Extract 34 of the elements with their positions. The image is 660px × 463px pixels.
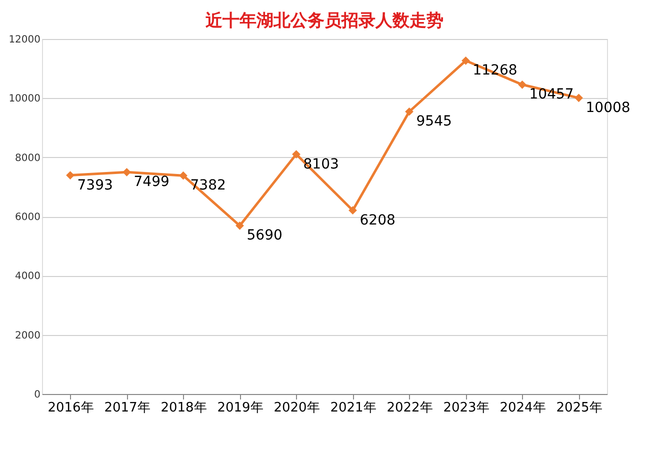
point [292, 150, 300, 158]
data-label: 5690 [246, 228, 282, 244]
y-tick-label: 2000 [15, 330, 40, 342]
y-tick-label: 6000 [15, 212, 40, 223]
point [122, 168, 131, 176]
data-label: 7393 [77, 177, 113, 194]
point [66, 171, 74, 180]
x-tick-label: 2025年 [556, 400, 602, 416]
x-tick-label: 2024年 [500, 400, 546, 416]
x-tick-label: 2021年 [330, 400, 376, 416]
point [518, 80, 526, 89]
y-tick-label: 4000 [15, 271, 40, 282]
x-tick-label: 2019年 [217, 400, 264, 416]
x-tick-label: 2017年 [104, 400, 150, 416]
x-tick-label: 2018年 [160, 400, 207, 416]
x-tick-label: 2023年 [443, 400, 490, 416]
data-label: 7499 [134, 174, 170, 190]
chart-title: 近十年湖北公务员招录人数走势 [204, 11, 444, 31]
y-tick-label: 8000 [15, 152, 40, 164]
point [179, 171, 188, 180]
point [236, 221, 244, 230]
point [574, 94, 583, 102]
x-tick-label: 2016年 [48, 400, 94, 416]
data-label: 6208 [360, 212, 396, 228]
x-tick-label: 2020年 [274, 400, 320, 416]
data-label: 9545 [416, 114, 452, 130]
data-label: 10008 [586, 100, 630, 116]
point [405, 107, 414, 116]
y-tick-label: 0 [34, 390, 40, 400]
y-tick-label: 12000 [8, 34, 40, 46]
point [462, 56, 470, 65]
y-tick-label: 10000 [8, 94, 40, 105]
point [348, 206, 357, 215]
x-tick-label: 2022年 [386, 400, 433, 416]
